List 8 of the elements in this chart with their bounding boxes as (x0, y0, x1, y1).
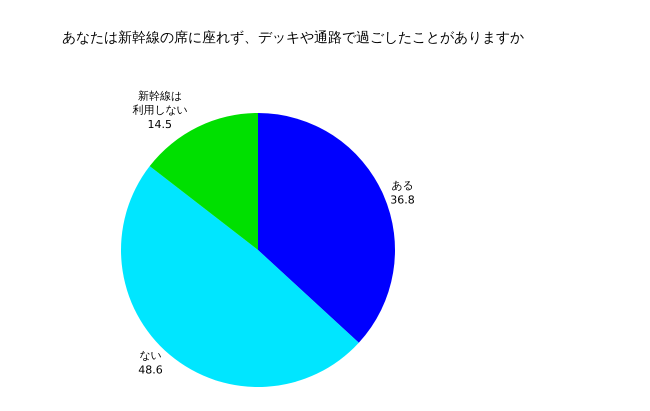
slice-label: ない (140, 348, 162, 362)
slice-label: ある (392, 179, 414, 192)
data-label: 14.5 (148, 118, 172, 132)
data-label: 36.8 (390, 193, 415, 206)
chart-title: あなたは新幹線の席に座れず、デッキや通路で過ごしたことがありますか (62, 30, 524, 46)
slice-label: 新幹線は利用しない (132, 89, 188, 117)
data-label: 48.6 (138, 363, 163, 376)
pie-slice (121, 166, 359, 387)
